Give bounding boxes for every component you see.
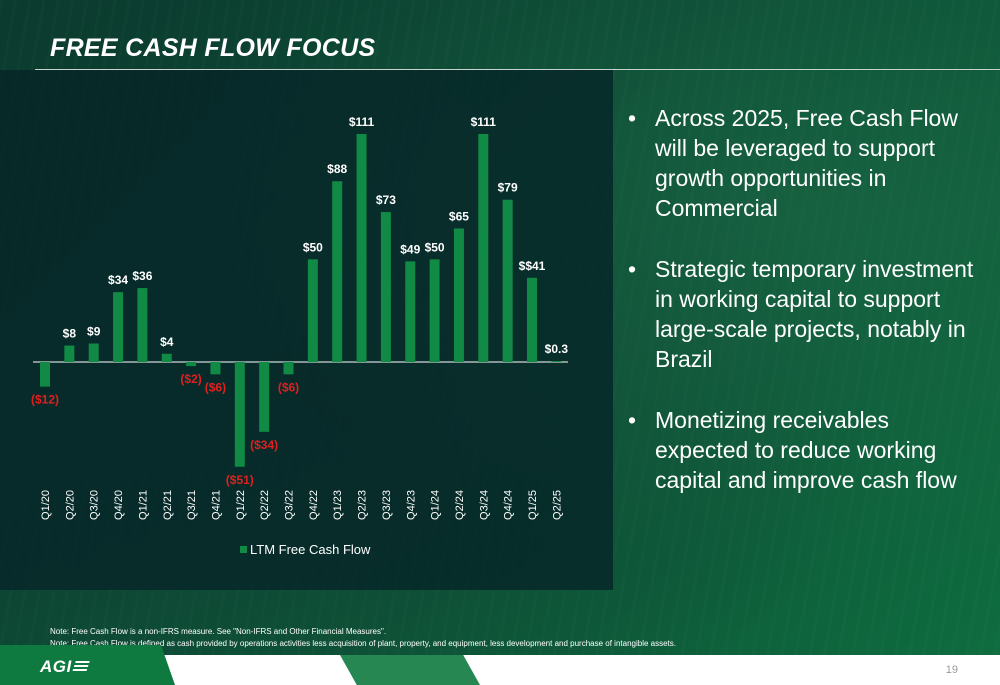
logo-text: AGI xyxy=(40,657,72,676)
bar xyxy=(234,362,245,467)
data-label: $73 xyxy=(376,193,396,207)
x-tick-label: Q1/20 xyxy=(40,490,52,520)
bullet-list: • Across 2025, Free Cash Flow will be le… xyxy=(628,103,978,526)
bar xyxy=(405,261,416,362)
data-label: ($12) xyxy=(31,393,59,407)
x-tick-label: Q3/22 xyxy=(284,490,296,520)
bullet-text: Strategic temporary investment in workin… xyxy=(655,256,974,372)
x-tick-label: Q1/25 xyxy=(527,490,539,520)
data-label: ($34) xyxy=(250,438,278,452)
bar xyxy=(137,288,148,362)
bar xyxy=(380,212,391,362)
bar xyxy=(527,277,537,362)
footer-bar: AGI 19 xyxy=(0,645,1000,685)
x-tick-label: Q1/23 xyxy=(332,490,344,520)
bar xyxy=(478,134,489,362)
bullet-item: • Monetizing receivables expected to red… xyxy=(628,405,978,495)
page-number: 19 xyxy=(945,664,958,676)
data-label: $65 xyxy=(449,209,469,223)
bar xyxy=(259,362,270,432)
bar xyxy=(210,362,221,375)
data-label: $88 xyxy=(327,162,347,176)
x-tick-label: Q1/22 xyxy=(235,490,247,520)
chart-panel: ($12) Q1/20 $8 Q2/20 $9 Q3/20 $34 Q4/20 $36 Q1/21… xyxy=(0,70,613,590)
data-label: $36 xyxy=(132,269,152,283)
data-label: $34 xyxy=(108,273,128,287)
data-label: ($6) xyxy=(205,380,226,394)
x-tick-label: Q2/24 xyxy=(454,490,466,520)
footnote: Note: Free Cash Flow is defined as cash … xyxy=(50,639,676,648)
data-label: $111 xyxy=(349,115,375,129)
x-tick-label: Q2/25 xyxy=(551,490,563,520)
data-label: ($51) xyxy=(226,473,254,487)
data-label: $49 xyxy=(400,242,420,256)
data-label: $$41 xyxy=(519,259,546,273)
logo-mark-icon xyxy=(71,661,90,672)
x-tick-label: Q4/20 xyxy=(113,490,125,520)
footnote: Note: Free Cash Flow is a non-IFRS measu… xyxy=(50,627,387,636)
x-tick-label: Q2/22 xyxy=(259,490,271,520)
footnotes: Note: Free Cash Flow is a non-IFRS measu… xyxy=(50,626,676,650)
bar xyxy=(283,362,294,375)
bar xyxy=(64,345,75,362)
data-label: $9 xyxy=(87,325,101,339)
data-label: $0.3 xyxy=(545,342,569,356)
bar xyxy=(502,199,513,362)
x-tick-label: Q4/24 xyxy=(503,490,515,520)
x-tick-label: Q3/20 xyxy=(89,490,101,520)
fcf-bar-chart: ($12) Q1/20 $8 Q2/20 $9 Q3/20 $34 Q4/20 $36 Q1/21… xyxy=(31,115,569,557)
data-label: ($2) xyxy=(180,372,201,386)
x-tick-label: Q4/23 xyxy=(405,490,417,520)
data-label: ($6) xyxy=(278,380,299,394)
bar xyxy=(429,259,440,362)
bullet-text: Monetizing receivables expected to reduc… xyxy=(655,407,957,493)
data-label: $111 xyxy=(471,115,497,129)
x-tick-label: Q3/23 xyxy=(381,490,393,520)
bar xyxy=(186,362,197,367)
bar xyxy=(40,362,50,387)
footer-accent-secondary xyxy=(340,655,480,685)
x-tick-label: Q4/22 xyxy=(308,490,320,520)
data-label: $79 xyxy=(498,181,518,195)
bar xyxy=(88,343,99,362)
bar xyxy=(356,134,367,362)
legend-label: LTM Free Cash Flow xyxy=(250,542,371,557)
title-divider xyxy=(35,69,1000,70)
data-label: $50 xyxy=(425,240,445,254)
bar xyxy=(453,228,464,362)
x-tick-label: Q2/21 xyxy=(162,490,174,520)
data-label: $8 xyxy=(63,327,77,341)
bullet-text: Across 2025, Free Cash Flow will be leve… xyxy=(655,105,958,221)
bullet-glyph: • xyxy=(628,407,637,433)
bullet-glyph: • xyxy=(628,105,637,131)
x-tick-label: Q2/23 xyxy=(357,490,369,520)
legend-swatch xyxy=(240,546,247,553)
x-tick-label: Q1/21 xyxy=(137,490,149,520)
x-tick-label: Q3/21 xyxy=(186,490,198,520)
bullet-glyph: • xyxy=(628,256,637,282)
bar xyxy=(307,259,318,362)
bar xyxy=(551,361,562,362)
x-tick-label: Q3/24 xyxy=(478,490,490,520)
slide-title: FREE CASH FLOW FOCUS xyxy=(50,34,376,62)
bar xyxy=(113,292,124,362)
company-logo: AGI xyxy=(40,657,90,677)
x-tick-label: Q2/20 xyxy=(64,490,76,520)
bullet-item: • Strategic temporary investment in work… xyxy=(628,254,978,374)
x-tick-label: Q4/21 xyxy=(210,490,222,520)
bar xyxy=(161,353,172,362)
data-label: $50 xyxy=(303,240,323,254)
bar xyxy=(332,181,343,362)
data-label: $4 xyxy=(160,335,174,349)
bullet-item: • Across 2025, Free Cash Flow will be le… xyxy=(628,103,978,223)
x-tick-label: Q1/24 xyxy=(430,490,442,520)
